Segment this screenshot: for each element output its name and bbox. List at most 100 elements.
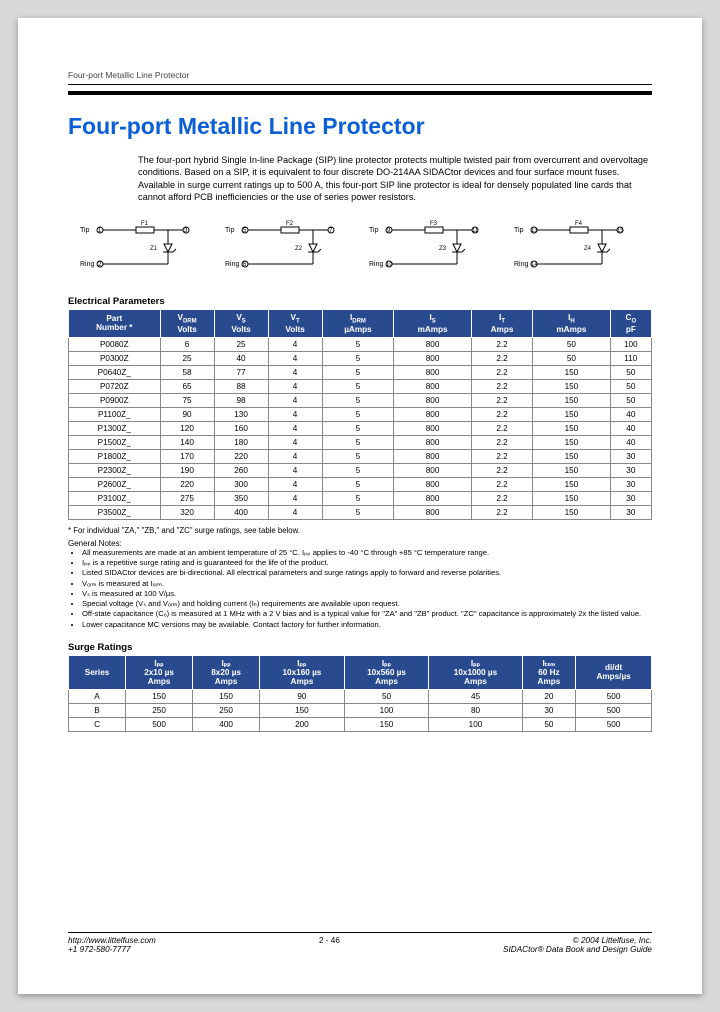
svg-text:F2: F2 [286, 221, 294, 227]
table-cell: 5 [322, 435, 394, 449]
table-cell: 6 [160, 337, 214, 351]
table-row: P0640Z_5877458002.215050 [69, 365, 652, 379]
table-cell: 100 [429, 717, 522, 731]
table-cell: 275 [160, 491, 214, 505]
table-cell: 110 [610, 351, 651, 365]
svg-text:Ring: Ring [225, 261, 240, 268]
table-cell: 150 [533, 463, 610, 477]
table-cell: 50 [533, 337, 610, 351]
table-cell: 4 [268, 351, 322, 365]
table-cell: 2.2 [471, 491, 532, 505]
table-cell: 77 [214, 365, 268, 379]
table-header-cell: Iₚₚ10x560 µsAmps [344, 655, 429, 689]
table-header-cell: ISmAmps [394, 309, 471, 337]
table-cell: 90 [260, 689, 345, 703]
table-cell: B [69, 703, 126, 717]
table-header-cell: Iₚₚ2x10 µsAmps [126, 655, 193, 689]
table-cell: 5 [322, 463, 394, 477]
table-cell: 45 [429, 689, 522, 703]
table-cell: P0900Z [69, 393, 161, 407]
table-cell: 800 [394, 477, 471, 491]
table-cell: 40 [610, 407, 651, 421]
table-cell: 4 [268, 337, 322, 351]
table-cell: 800 [394, 421, 471, 435]
circuit-diagram-4: Tip13 F4 15 Z4 Ring14 [512, 218, 642, 280]
table-header-cell: PartNumber * [69, 309, 161, 337]
table-cell: 2.2 [471, 393, 532, 407]
table-header-cell: Iₚₚ8x20 µsAmps [193, 655, 260, 689]
table-cell: 30 [610, 463, 651, 477]
table-cell: 150 [533, 407, 610, 421]
general-notes-list: All measurements are made at an ambient … [68, 548, 652, 630]
table-cell: P0300Z [69, 351, 161, 365]
svg-text:F4: F4 [575, 221, 583, 227]
table-cell: 90 [160, 407, 214, 421]
table-cell: 150 [533, 379, 610, 393]
svg-text:15: 15 [617, 228, 624, 234]
note-item: Listed SIDACtor devices are bi-direction… [82, 568, 652, 578]
table-cell: 4 [268, 365, 322, 379]
table-cell: 5 [322, 449, 394, 463]
table-cell: 4 [268, 477, 322, 491]
table-cell: P2300Z_ [69, 463, 161, 477]
table-row: P0900Z7598458002.215050 [69, 393, 652, 407]
table-cell: 500 [576, 717, 652, 731]
table-cell: 150 [533, 421, 610, 435]
table-header-cell: Iₚₚ10x1000 µsAmps [429, 655, 522, 689]
table-cell: 100 [344, 703, 429, 717]
table-cell: 170 [160, 449, 214, 463]
table-row: C50040020015010050500 [69, 717, 652, 731]
table-cell: 800 [394, 379, 471, 393]
table-cell: 5 [322, 407, 394, 421]
table-cell: 2.2 [471, 505, 532, 519]
footer-copyright: © 2004 Littelfuse, Inc. [573, 936, 652, 945]
footer-left: http://www.littelfuse.com +1 972-580-777… [68, 936, 156, 954]
footer-pagenum: 2 - 46 [319, 936, 340, 954]
table-cell: 180 [214, 435, 268, 449]
table-cell: 80 [429, 703, 522, 717]
table-cell: 88 [214, 379, 268, 393]
table-cell: 4 [268, 421, 322, 435]
table-cell: P2600Z_ [69, 477, 161, 491]
table-row: P1800Z_170220458002.215030 [69, 449, 652, 463]
table-cell: 5 [322, 365, 394, 379]
general-notes-heading: General Notes: [68, 539, 652, 548]
table-cell: P1300Z_ [69, 421, 161, 435]
footer-right: © 2004 Littelfuse, Inc. SIDACtor® Data B… [503, 936, 652, 954]
table-cell: 2.2 [471, 477, 532, 491]
table-cell: 800 [394, 491, 471, 505]
table-cell: 2.2 [471, 365, 532, 379]
table-row: P1300Z_120160458002.215040 [69, 421, 652, 435]
table-cell: P1100Z_ [69, 407, 161, 421]
table-cell: 400 [214, 505, 268, 519]
table-cell: 150 [533, 365, 610, 379]
svg-text:Z3: Z3 [439, 246, 447, 252]
table-cell: 800 [394, 337, 471, 351]
table-cell: 4 [268, 491, 322, 505]
page-footer: http://www.littelfuse.com +1 972-580-777… [68, 932, 652, 954]
table-cell: 300 [214, 477, 268, 491]
table-header-cell: Iₜₛₘ60 HzAmps [522, 655, 576, 689]
svg-text:Z4: Z4 [584, 246, 592, 252]
table-row: A15015090504520500 [69, 689, 652, 703]
circuit-diagram-1: Tip1 F1 3 Z1 Ring2 [78, 218, 208, 280]
table-cell: 50 [610, 393, 651, 407]
table-cell: 4 [268, 449, 322, 463]
table-cell: 800 [394, 505, 471, 519]
table-row: P2300Z_190260458002.215030 [69, 463, 652, 477]
table-cell: 140 [160, 435, 214, 449]
table-cell: 4 [268, 407, 322, 421]
svg-text:Z1: Z1 [150, 246, 158, 252]
table-cell: 5 [322, 477, 394, 491]
table-cell: 30 [522, 703, 576, 717]
table-cell: 350 [214, 491, 268, 505]
table-cell: 150 [126, 689, 193, 703]
table-cell: 5 [322, 393, 394, 407]
table-cell: 4 [268, 393, 322, 407]
intro-text: The four-port hybrid Single In-line Pack… [138, 155, 648, 202]
table-cell: 150 [533, 477, 610, 491]
table-cell: 500 [576, 689, 652, 703]
note-item: Vₛ is measured at 100 V/µs. [82, 589, 652, 599]
table-header-cell: VDRMVolts [160, 309, 214, 337]
table-cell: 4 [268, 463, 322, 477]
